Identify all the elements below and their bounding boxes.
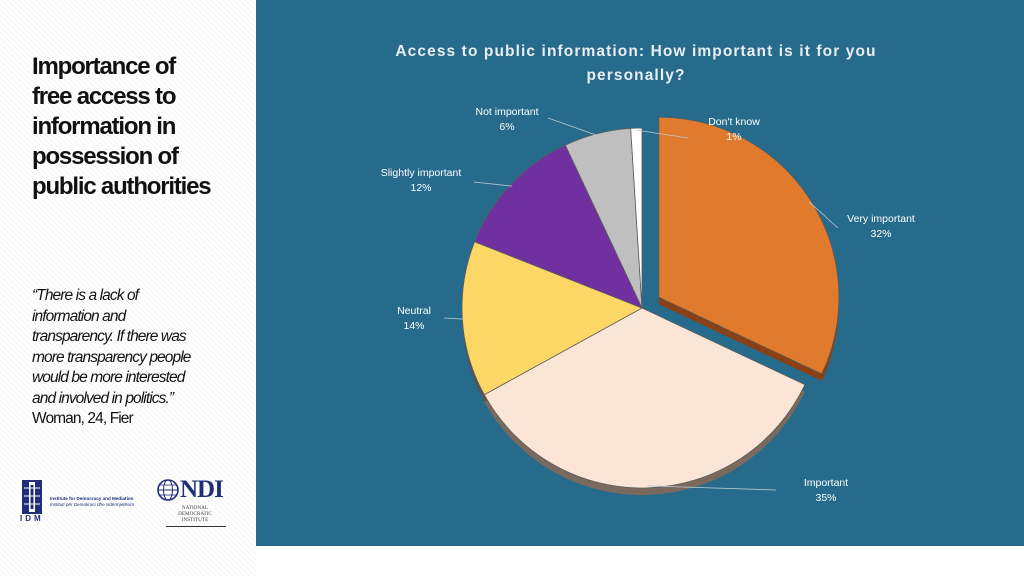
- pie-chart: Very important 32% Important 35% Neutral 14% S…: [381, 106, 915, 504]
- pie-slice-important: [483, 307, 806, 489]
- data-label-value-not-important: 6%: [499, 121, 514, 133]
- ndi-wordmark: NDI: [180, 476, 224, 503]
- data-label-very-important: Very important 32%: [847, 213, 915, 240]
- left-panel: Importance of free access to information…: [0, 0, 256, 576]
- partner-logos: IDM Institute for Democracy and Mediatio…: [20, 476, 260, 536]
- ndi-divider: [166, 526, 226, 527]
- data-label-value-very-important: 32%: [870, 228, 891, 240]
- data-label-value-slightly-important: 12%: [410, 182, 431, 194]
- pie-slice-slightly-important: [474, 144, 643, 309]
- idm-name-line1: Institute for Democracy and Mediation: [50, 496, 134, 501]
- leader-line-neutral: [443, 317, 465, 320]
- ndi-subtitle: NATIONAL DEMOCRATIC INSTITUTE: [178, 505, 212, 524]
- pie-slice-very-important: [658, 116, 840, 375]
- data-label-neutral: Neutral 14%: [397, 305, 431, 332]
- leader-line-don-t-know: [636, 129, 689, 139]
- idm-letters: IDM: [20, 514, 44, 523]
- leader-line-very-important: [808, 201, 839, 229]
- quote-block: “There is a lack of information and tran…: [32, 286, 242, 430]
- ndi-logo: NDI NATIONAL DEMOCRATIC INSTITUTE: [156, 476, 236, 532]
- idm-name-line2: Instituti për Demokraci dhe Ndërmjetësim: [50, 501, 135, 507]
- leader-line-not-important: [547, 117, 598, 136]
- data-label-category-don-t-know: Don't know: [708, 116, 760, 128]
- data-label-category-slightly-important: Slightly important: [381, 167, 462, 179]
- quote-attribution: Woman, 24, Fier: [32, 410, 134, 427]
- data-label-category-neutral: Neutral: [397, 305, 431, 317]
- data-label-important: Important 35%: [804, 477, 848, 504]
- data-label-value-neutral: 14%: [403, 320, 424, 332]
- chart-title: Access to public information: How import…: [395, 43, 877, 84]
- data-label-don-t-know: Don't know 1%: [708, 116, 760, 143]
- quote-text: “There is a lack of information and tran…: [32, 287, 191, 407]
- data-label-category-very-important: Very important: [847, 213, 915, 225]
- chart-panel: Access to public information: How import…: [256, 0, 1024, 546]
- data-label-value-don-t-know: 1%: [726, 131, 741, 143]
- data-label-slightly-important: Slightly important 12%: [381, 167, 462, 194]
- idm-emblem-icon: [22, 480, 42, 514]
- data-label-value-important: 35%: [815, 492, 836, 504]
- pie-slice-don-t-know: [630, 127, 643, 309]
- data-label-not-important: Not important 6%: [475, 106, 538, 133]
- idm-logo: IDM Institute for Democracy and Mediatio…: [20, 476, 134, 524]
- data-label-category-not-important: Not important: [475, 106, 538, 118]
- leader-line-important: [647, 485, 777, 491]
- slide-title: Importance of free access to information…: [32, 53, 212, 200]
- leader-line-slightly-important: [473, 181, 513, 187]
- data-label-category-important: Important: [804, 477, 848, 489]
- globe-icon: [157, 479, 179, 501]
- idm-name: Institute for Democracy and Mediation In…: [50, 496, 134, 507]
